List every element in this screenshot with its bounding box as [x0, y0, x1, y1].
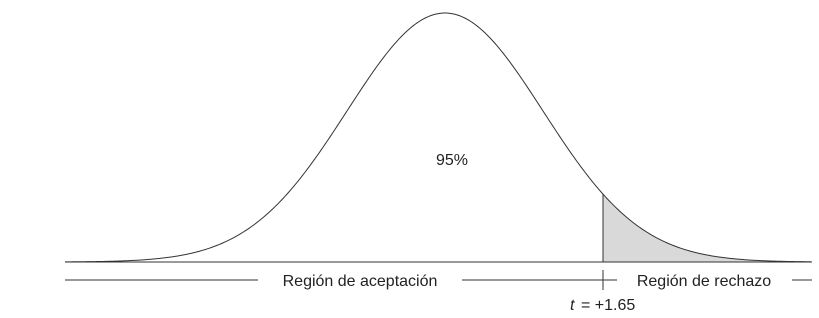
page: 95% Región de aceptación Región de recha…	[0, 0, 819, 318]
acceptance-label: Región de aceptación	[283, 273, 438, 290]
normal-curve	[65, 13, 811, 262]
rejection-label: Región de rechazo	[637, 273, 771, 290]
diagram: 95% Región de aceptación Región de recha…	[0, 0, 819, 318]
t-value: = +1.65	[581, 297, 635, 314]
percent-label: 95%	[436, 152, 468, 169]
t-symbol: t	[570, 297, 575, 314]
rejection-area	[603, 194, 812, 262]
